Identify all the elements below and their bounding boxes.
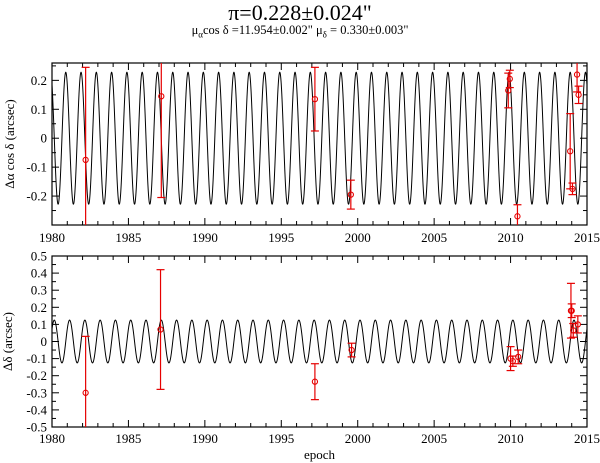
y-axis-label: Δα cos δ (arcsec)	[2, 99, 17, 189]
x-tick-label: 2015	[574, 431, 600, 446]
x-tick-label: 2005	[421, 230, 447, 245]
data-point	[566, 113, 575, 190]
data-marker	[568, 307, 575, 314]
mu-delta-subscript: δ	[322, 29, 327, 40]
x-tick-label: 1980	[39, 230, 65, 245]
data-marker	[311, 378, 319, 385]
y-tick-label: 0.2	[31, 73, 47, 88]
data-point	[347, 342, 356, 358]
y-tick-label: 0.4	[31, 266, 48, 281]
y-tick-label: 0.2	[31, 300, 47, 315]
data-marker	[348, 346, 355, 354]
y-tick-label: -0.2	[26, 189, 47, 204]
data-marker	[158, 93, 165, 100]
y-tick-label: 0.1	[31, 102, 47, 117]
data-point	[157, 63, 166, 199]
y-tick-label: 0	[41, 131, 48, 146]
data-marker	[82, 389, 89, 396]
x-tick-label: 1980	[39, 431, 65, 446]
data-point	[513, 204, 522, 225]
x-tick-label: 1985	[115, 230, 141, 245]
y-tick-label: -0.4	[26, 402, 47, 417]
y-tick-label: 0.5	[31, 249, 47, 264]
dec-panel: 1980 1985 1990 1995 2000 2005 2010 2015 -0.5 -0.4…	[0, 249, 600, 463]
mu-delta-symbol: μ	[315, 23, 323, 37]
data-point	[514, 349, 523, 365]
x-tick-label: 2015	[574, 230, 600, 245]
data-point	[569, 322, 578, 338]
y-axis-label: Δδ (arcsec)	[0, 312, 15, 371]
data-marker	[509, 358, 517, 365]
x-tick-label: 2005	[421, 431, 447, 446]
ra-panel: 1980 1985 1990 1995 2000 2005 2010 2015 -0.2 -0.1…	[2, 62, 600, 245]
y-tick-label: 0.1	[31, 317, 47, 332]
x-tick-label: 1985	[115, 431, 141, 446]
x-tick-label: 1995	[268, 230, 294, 245]
data-point	[567, 303, 576, 319]
y-tick-label: -0.1	[26, 160, 47, 175]
plot-frame	[51, 255, 588, 428]
data-marker	[347, 191, 354, 198]
mu-delta-value: = 0.330±0.003"	[330, 23, 409, 37]
data-point	[81, 335, 90, 427]
y-tick-label: -0.1	[26, 351, 47, 366]
data-point	[568, 182, 577, 196]
x-tick-label: 1990	[192, 230, 218, 245]
y-tick-label: -0.5	[26, 420, 47, 435]
data-point	[156, 269, 165, 390]
x-axis-label: epoch	[304, 447, 336, 462]
mu-alpha-subscript: α	[198, 29, 203, 40]
data-marker	[311, 96, 319, 103]
x-tick-label: 2010	[498, 230, 524, 245]
data-marker	[570, 327, 577, 334]
data-marker	[575, 91, 582, 98]
data-point	[81, 66, 90, 225]
data-marker	[574, 321, 581, 328]
data-marker	[515, 353, 522, 361]
data-point	[310, 66, 319, 132]
chart-subtitle: μαcos δ =11.954±0.002" μδ = 0.330±0.003"	[0, 22, 600, 43]
data-marker	[567, 148, 574, 155]
mu-alpha-value: cos δ =11.954±0.002"	[202, 23, 313, 37]
parallax-model-curve	[52, 71, 587, 205]
y-tick-label: -0.3	[26, 385, 47, 400]
data-point	[505, 69, 514, 89]
data-marker	[506, 75, 513, 83]
x-tick-label: 2010	[498, 431, 524, 446]
plot-frame	[51, 62, 588, 226]
x-tick-label: 2000	[345, 230, 371, 245]
data-marker	[157, 326, 164, 333]
mu-alpha-symbol: μ	[191, 23, 199, 37]
x-tick-label: 2000	[345, 431, 371, 446]
x-tick-label: 1995	[268, 431, 294, 446]
data-marker	[514, 213, 521, 220]
data-marker	[82, 156, 89, 164]
y-tick-label: -0.2	[26, 368, 47, 383]
parallax-model-curve	[52, 319, 587, 364]
data-marker	[573, 71, 581, 78]
chart-title: π=0.228±0.024"	[228, 0, 372, 25]
data-marker	[569, 185, 576, 192]
y-tick-label: 0.3	[31, 283, 47, 298]
x-tick-label: 1990	[192, 431, 218, 446]
data-point	[573, 315, 582, 334]
y-tick-label: 0	[41, 334, 48, 349]
data-point	[574, 85, 583, 105]
data-point	[310, 363, 319, 401]
data-point	[346, 179, 355, 210]
